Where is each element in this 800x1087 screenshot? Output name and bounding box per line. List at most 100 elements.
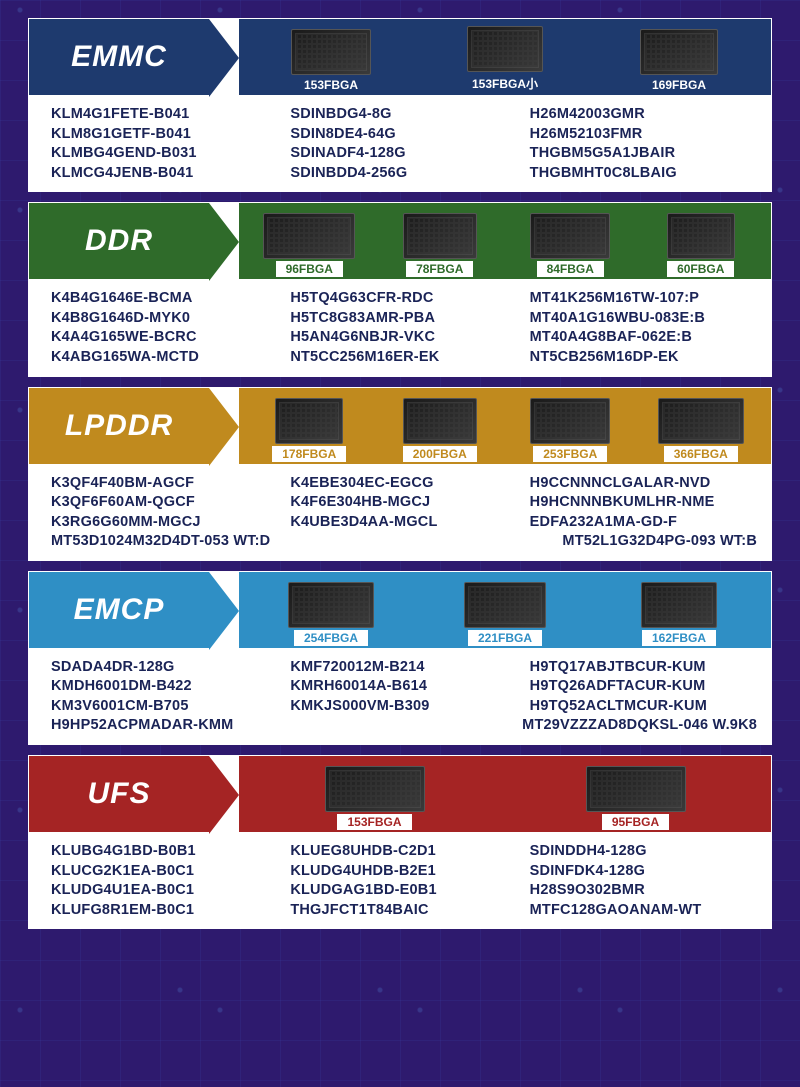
section-header: LPDDR 178FBGA 200FBGA 253FBGA 366FBGA [28,387,772,465]
parts-panel: SDADA4DR-128GKMDH6001DM-B422KM3V6001CM-B… [28,649,772,745]
chip-icon [667,213,735,259]
part-number: H26M42003GMR [530,105,757,125]
parts-column: KLM4G1FETE-B041KLM8G1GETF-B041KLMBG4GEND… [51,105,278,183]
section-ddr: DDR96FBGA78FBGA84FBGA60FBGAK4B4G1646E-BC… [28,202,772,376]
chip-label: 96FBGA [276,261,343,277]
parts-panel: KLM4G1FETE-B041KLM8G1GETF-B041KLMBG4GEND… [28,96,772,192]
parts-column: KLUEG8UHDB-C2D1KLUDG4UHDB-B2E1KLUDGAG1BD… [290,842,517,920]
chip-item: 169FBGA [595,29,763,93]
chip-item: 78FBGA [378,213,503,277]
chips-area: 254FBGA221FBGA162FBGA [239,572,771,648]
chip-label: 153FBGA小 [462,74,548,93]
parts-column: SDINDDH4-128GSDINFDK4-128GH28S9O302BMRMT… [530,842,757,920]
arrow-icon [209,572,239,650]
chip-icon [467,26,543,72]
chip-label: 162FBGA [642,630,716,646]
part-number: KMRH60014A-B614 [290,677,517,697]
extra-row: H9HP52ACPMADAR-KMMMT29VZZZAD8DQKSL-046 W… [51,716,757,736]
chip-icon [291,29,371,75]
chip-item: 366FBGA [639,398,764,462]
section-emcp: EMCP254FBGA221FBGA162FBGA SDADA4DR-128GKM… [28,571,772,745]
part-number: H9CCNNNCLGALAR-NVD [530,474,757,494]
parts-column: MT41K256M16TW-107:PMT40A1G16WBU-083E:BMT… [530,289,757,367]
chip-item: 153FBGA [247,29,415,93]
chip-item: 200FBGA [378,398,503,462]
part-number: SDINBDD4-256G [290,164,517,184]
chip-label: 153FBGA [294,77,368,93]
chip-icon [403,213,477,259]
parts-column: H9TQ17ABJTBCUR-KUMH9TQ26ADFTACUR-KUMH9TQ… [530,658,757,717]
chip-label: 366FBGA [664,446,738,462]
part-number: MTFC128GAOANAM-WT [530,901,757,921]
part-number: MT41K256M16TW-107:P [530,289,757,309]
extra-rows: H9HP52ACPMADAR-KMMMT29VZZZAD8DQKSL-046 W… [51,716,757,736]
parts-grid: K3QF4F40BM-AGCFK3QF6F60AM-QGCFK3RG6G60MM… [51,474,757,533]
part-number: MT40A4G8BAF-062E:B [530,328,757,348]
part-number: SDINFDK4-128G [530,862,757,882]
part-number: K3QF6F60AM-QGCF [51,493,278,513]
section-title: UFS [29,756,209,832]
arrow-icon [209,756,239,834]
chip-label: 153FBGA [337,814,411,830]
parts-column: SDINBDG4-8GSDIN8DE4-64GSDINADF4-128GSDIN… [290,105,517,183]
chip-icon [464,582,546,628]
chip-item: 153FBGA小 [421,26,589,93]
section-title: LPDDR [29,388,209,464]
part-number: THGBM5G5A1JBAIR [530,144,757,164]
chip-icon [641,582,717,628]
chip-icon [640,29,718,75]
chip-label: 60FBGA [667,261,734,277]
parts-panel: K4B4G1646E-BCMAK4B8G1646D-MYK0K4A4G165WE… [28,280,772,376]
section-header: DDR96FBGA78FBGA84FBGA60FBGA [28,202,772,280]
part-number: H28S9O302BMR [530,881,757,901]
part-number: H9HP52ACPMADAR-KMM [51,716,233,736]
part-number: H9TQ17ABJTBCUR-KUM [530,658,757,678]
section-header: EMMC153FBGA153FBGA小169FBGA [28,18,772,96]
part-number: MT40A1G16WBU-083E:B [530,309,757,329]
part-number: H5AN4G6NBJR-VKC [290,328,517,348]
part-number: SDIN8DE4-64G [290,125,517,145]
parts-column: K4B4G1646E-BCMAK4B8G1646D-MYK0K4A4G165WE… [51,289,278,367]
part-number: THGJFCT1T84BAIC [290,901,517,921]
chip-label: 84FBGA [537,261,604,277]
arrow-icon [209,19,239,97]
part-number: KLUDGAG1BD-E0B1 [290,881,517,901]
chip-icon [275,398,343,444]
part-number: H26M52103FMR [530,125,757,145]
part-number: KLM8G1GETF-B041 [51,125,278,145]
extra-rows: MT53D1024M32D4DT-053 WT:DMT52L1G32D4PG-0… [51,532,757,552]
part-number: KMKJS000VM-B309 [290,697,517,717]
part-number: K4B8G1646D-MYK0 [51,309,278,329]
part-number: NT5CB256M16DP-EK [530,348,757,368]
chips-area: 96FBGA 78FBGA 84FBGA 60FBGA [239,203,771,279]
parts-grid: K4B4G1646E-BCMAK4B8G1646D-MYK0K4A4G165WE… [51,289,757,367]
chip-label: 178FBGA [272,446,346,462]
part-number: KLUCG2K1EA-B0C1 [51,862,278,882]
chip-icon [586,766,686,812]
section-ufs: UFS153FBGA95FBGAKLUBG4G1BD-B0B1KLUCG2K1E… [28,755,772,929]
part-number: K4EBE304EC-EGCG [290,474,517,494]
parts-column: H9CCNNNCLGALAR-NVDH9HCNNNBKUMLHR-NMEEDFA… [530,474,757,533]
section-header: EMCP254FBGA221FBGA162FBGA [28,571,772,649]
part-number: THGBMHT0C8LBAIG [530,164,757,184]
chip-label: 254FBGA [294,630,368,646]
chips-area: 178FBGA 200FBGA 253FBGA 366FBGA [239,388,771,464]
parts-column: KLUBG4G1BD-B0B1KLUCG2K1EA-B0C1KLUDG4U1EA… [51,842,278,920]
parts-grid: KLM4G1FETE-B041KLM8G1GETF-B041KLMBG4GEND… [51,105,757,183]
part-number: KLUDG4UHDB-B2E1 [290,862,517,882]
extra-row: MT53D1024M32D4DT-053 WT:DMT52L1G32D4PG-0… [51,532,757,552]
part-number: SDINDDH4-128G [530,842,757,862]
parts-column: K3QF4F40BM-AGCFK3QF6F60AM-QGCFK3RG6G60MM… [51,474,278,533]
part-number: KLUFG8R1EM-B0C1 [51,901,278,921]
parts-column: KMF720012M-B214KMRH60014A-B614KMKJS000VM… [290,658,517,717]
chip-label: 253FBGA [533,446,607,462]
chip-icon [658,398,744,444]
parts-grid: SDADA4DR-128GKMDH6001DM-B422KM3V6001CM-B… [51,658,757,717]
part-number: K4UBE3D4AA-MGCL [290,513,517,533]
part-number: MT52L1G32D4PG-093 WT:B [562,532,757,552]
chip-item: 153FBGA [247,766,502,830]
section-emmc: EMMC153FBGA153FBGA小169FBGAKLM4G1FETE-B04… [28,18,772,192]
chip-icon [263,213,355,259]
part-number: H9TQ52ACLTMCUR-KUM [530,697,757,717]
chip-item: 178FBGA [247,398,372,462]
